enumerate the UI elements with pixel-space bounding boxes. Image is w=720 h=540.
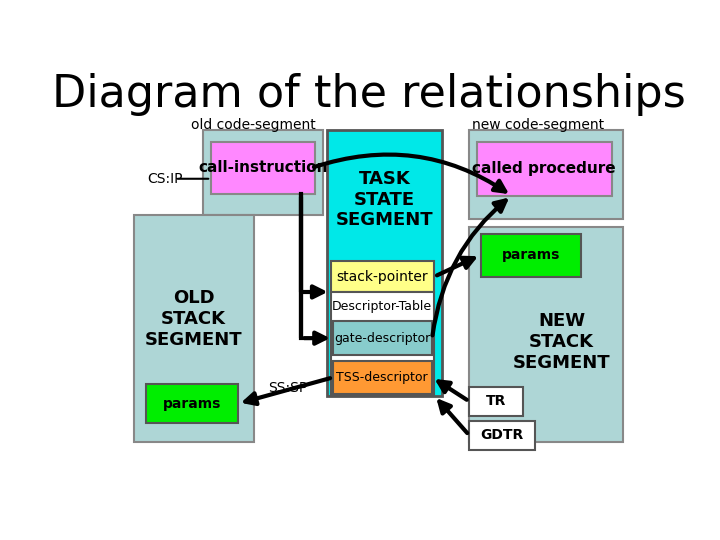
Text: NEW
STACK
SEGMENT: NEW STACK SEGMENT <box>513 312 611 372</box>
Bar <box>477 142 611 195</box>
Bar <box>145 384 238 423</box>
Bar <box>134 215 253 442</box>
Bar <box>469 421 534 450</box>
Bar <box>327 130 442 396</box>
Text: params: params <box>163 396 221 410</box>
Text: CS:IP: CS:IP <box>148 172 183 186</box>
Text: old code-segment: old code-segment <box>191 118 316 132</box>
Text: Descriptor-Table: Descriptor-Table <box>332 300 432 313</box>
Text: new code-segment: new code-segment <box>472 118 605 132</box>
Bar <box>481 234 581 276</box>
Text: call-instruction: call-instruction <box>198 160 328 176</box>
Bar <box>333 361 432 394</box>
Text: params: params <box>502 248 560 262</box>
Text: OLD
STACK
SEGMENT: OLD STACK SEGMENT <box>145 289 242 349</box>
Text: stack-pointer: stack-pointer <box>336 269 428 284</box>
Text: gate-descriptor: gate-descriptor <box>334 332 431 345</box>
Text: TSS-descriptor: TSS-descriptor <box>336 371 428 384</box>
Bar <box>469 130 623 219</box>
Text: called procedure: called procedure <box>472 161 616 176</box>
Bar <box>330 292 434 396</box>
Bar <box>469 226 623 442</box>
Bar <box>211 142 315 194</box>
Text: Diagram of the relationships: Diagram of the relationships <box>52 72 686 116</box>
Bar <box>333 321 432 355</box>
Bar <box>330 261 434 292</box>
Bar <box>204 130 323 215</box>
Text: SS:SP: SS:SP <box>269 381 307 395</box>
Text: TR: TR <box>486 394 506 408</box>
Bar <box>469 387 523 416</box>
Text: GDTR: GDTR <box>480 428 523 442</box>
Text: TASK
STATE
SEGMENT: TASK STATE SEGMENT <box>336 170 433 230</box>
